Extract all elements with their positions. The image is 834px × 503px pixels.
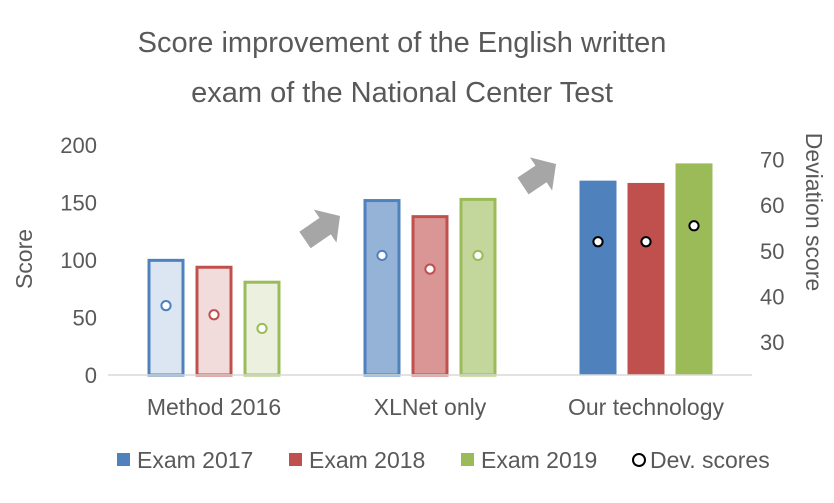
x-axis-categories: Method 2016 XLNet only Our technology <box>147 394 725 420</box>
bar-exam-2017-2 <box>363 199 401 377</box>
bar-exam-2019-3 <box>675 163 713 375</box>
y-tick-label: 50 <box>73 306 97 331</box>
y2-tick-label: 50 <box>760 239 784 264</box>
legend-swatch <box>461 453 474 466</box>
chart-title-line-2: exam of the National Center Test <box>191 77 613 109</box>
x-category-label: XLNet only <box>374 394 487 420</box>
y-axis-ticks: 0 50 100 150 200 <box>60 133 97 388</box>
y2-tick-label: 30 <box>760 330 784 355</box>
bar-exam-2018-1 <box>195 265 233 377</box>
legend-label: Exam 2017 <box>137 447 253 473</box>
arrow-icon <box>517 157 556 195</box>
dev-score-marker <box>424 263 436 275</box>
y-tick-label: 200 <box>60 133 97 158</box>
bar-exam-2018-3 <box>627 182 665 375</box>
chart-title-line-1: Score improvement of the English written <box>138 27 667 59</box>
arrow-icon <box>299 209 340 249</box>
dev-score-marker <box>640 236 652 248</box>
legend-swatch <box>289 453 302 466</box>
bar-exam-2017-3 <box>579 180 617 375</box>
bar-exam-2019-2 <box>459 197 497 377</box>
y-axis-label: Score <box>11 229 37 289</box>
y2-axis-label: Deviation score <box>801 133 827 292</box>
dev-score-marker <box>208 309 220 321</box>
y-tick-label: 150 <box>60 191 97 216</box>
dev-score-marker <box>256 322 268 335</box>
legend-swatch <box>117 453 130 466</box>
bar-exam-2018-2 <box>411 215 449 377</box>
dev-score-markers <box>160 220 700 335</box>
dev-score-marker <box>688 220 700 232</box>
y-tick-label: 0 <box>85 363 97 388</box>
dev-score-marker <box>592 236 604 248</box>
dev-score-marker <box>472 249 484 262</box>
y2-axis-ticks: 30 40 50 60 70 <box>760 148 784 356</box>
y2-tick-label: 60 <box>760 193 784 218</box>
bar-exam-2017-1 <box>147 258 185 377</box>
y-tick-label: 100 <box>60 248 97 273</box>
bars <box>147 163 713 377</box>
legend-dev-marker <box>632 453 646 467</box>
legend-label: Dev. scores <box>650 447 770 473</box>
x-category-label: Our technology <box>568 394 724 420</box>
dev-score-marker <box>160 300 172 312</box>
dev-score-marker <box>376 249 388 262</box>
legend-label: Exam 2018 <box>309 447 425 473</box>
progress-arrows <box>299 157 556 249</box>
legend: Exam 2017 Exam 2018 Exam 2019 Dev. scores <box>117 447 770 473</box>
x-category-label: Method 2016 <box>147 394 281 420</box>
y2-tick-label: 70 <box>760 148 784 173</box>
y2-tick-label: 40 <box>760 285 784 310</box>
legend-label: Exam 2019 <box>481 447 597 473</box>
